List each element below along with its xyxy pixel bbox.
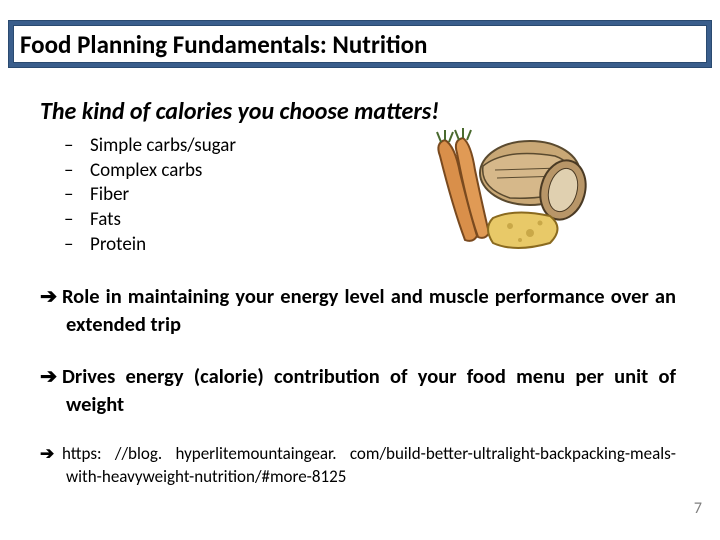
arrow-icon: ➔ bbox=[40, 443, 62, 466]
arrow-icon: ➔ bbox=[40, 363, 62, 391]
arrow-point-3: ➔https: //blog. hyperlitemountaingear. c… bbox=[40, 443, 676, 489]
subtitle: The kind of calories you choose matters! bbox=[40, 97, 439, 126]
slide-title: Food Planning Fundamentals: Nutrition bbox=[20, 29, 427, 60]
nutrient-list: –Simple carbs/sugar –Complex carbs –Fibe… bbox=[64, 134, 236, 257]
list-item-label: Protein bbox=[90, 233, 146, 258]
food-illustration bbox=[415, 128, 590, 258]
list-item: –Simple carbs/sugar bbox=[64, 134, 236, 159]
title-bar: Food Planning Fundamentals: Nutrition bbox=[8, 20, 712, 68]
dash-icon: – bbox=[64, 134, 90, 159]
list-item-label: Fiber bbox=[90, 183, 129, 208]
arrow-text: ➔Drives energy (calorie) contribution of… bbox=[40, 363, 676, 418]
arrow-point-2: ➔Drives energy (calorie) contribution of… bbox=[40, 363, 676, 418]
list-item-label: Simple carbs/sugar bbox=[90, 134, 236, 159]
list-item: –Fiber bbox=[64, 183, 236, 208]
list-item-label: Complex carbs bbox=[90, 159, 202, 184]
list-item: –Complex carbs bbox=[64, 159, 236, 184]
page-number: 7 bbox=[694, 499, 702, 518]
dash-icon: – bbox=[64, 183, 90, 208]
title-inner: Food Planning Fundamentals: Nutrition bbox=[13, 25, 707, 63]
arrow-text: ➔https: //blog. hyperlitemountaingear. c… bbox=[40, 443, 676, 489]
dash-icon: – bbox=[64, 233, 90, 258]
arrow-content: https: //blog. hyperlitemountaingear. co… bbox=[62, 443, 676, 487]
arrow-icon: ➔ bbox=[40, 283, 62, 311]
dash-icon: – bbox=[64, 159, 90, 184]
arrow-text: ➔Role in maintaining your energy level a… bbox=[40, 283, 676, 338]
arrow-content: Drives energy (calorie) contribution of … bbox=[62, 363, 676, 417]
arrow-point-1: ➔Role in maintaining your energy level a… bbox=[40, 283, 676, 338]
arrow-content: Role in maintaining your energy level an… bbox=[62, 283, 676, 337]
list-item: –Fats bbox=[64, 208, 236, 233]
list-item-label: Fats bbox=[90, 208, 121, 233]
dash-icon: – bbox=[64, 208, 90, 233]
list-item: –Protein bbox=[64, 233, 236, 258]
